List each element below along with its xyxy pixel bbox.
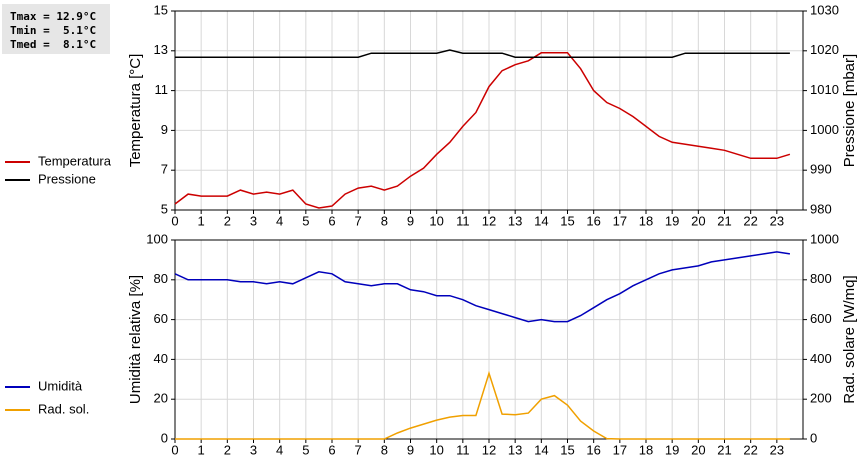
y-tick-label: 15: [154, 2, 168, 17]
y-tick-label: 11: [155, 82, 169, 97]
y-tick-label: 40: [154, 351, 168, 366]
x-tick-label: 3: [250, 442, 257, 457]
y2-tick-label: 990: [810, 162, 832, 177]
x-tick-label: 10: [429, 213, 443, 228]
x-tick-label: 17: [613, 442, 627, 457]
x-tick-label: 7: [355, 442, 362, 457]
y2-tick-label: 400: [810, 351, 832, 366]
y2-tick-label: 1010: [810, 82, 839, 97]
x-tick-label: 2: [224, 213, 231, 228]
x-tick-label: 0: [171, 213, 178, 228]
legend-label: Rad. sol.: [38, 401, 89, 416]
data-line: [175, 370, 790, 440]
x-tick-label: 14: [534, 442, 548, 457]
x-tick-label: 10: [429, 442, 443, 457]
x-tick-label: 5: [302, 213, 309, 228]
y-tick-label: 9: [161, 122, 168, 137]
x-tick-label: 6: [328, 213, 335, 228]
x-tick-label: 2: [224, 442, 231, 457]
stats-box: [2, 4, 110, 54]
y2-tick-label: 800: [810, 271, 832, 286]
legend-label: Umidità: [38, 378, 83, 393]
x-tick-label: 4: [276, 442, 283, 457]
x-tick-label: 9: [407, 213, 414, 228]
x-tick-label: 23: [770, 213, 784, 228]
y-tick-label: 100: [146, 231, 168, 246]
plot-frame: [174, 239, 804, 440]
x-tick-label: 22: [743, 213, 757, 228]
x-tick-label: 19: [665, 442, 679, 457]
stat-tmax: Tmax = 12.9°C: [10, 10, 96, 23]
x-tick-label: 19: [665, 213, 679, 228]
data-line: [174, 251, 791, 323]
x-tick-label: 16: [586, 213, 600, 228]
x-tick-label: 13: [508, 213, 522, 228]
x-tick-label: 4: [276, 213, 283, 228]
x-tick-label: 8: [381, 442, 388, 457]
data-line: [175, 49, 790, 58]
x-tick-label: 9: [407, 442, 414, 457]
x-tick-label: 12: [482, 213, 496, 228]
x-tick-label: 7: [355, 213, 362, 228]
y-axis-label: Umidità relativa [%]: [127, 275, 144, 404]
y-tick-label: 5: [161, 201, 168, 216]
data-line: [174, 52, 791, 209]
y2-tick-label: 200: [810, 391, 832, 406]
x-tick-label: 5: [302, 442, 309, 457]
x-tick-label: 22: [743, 442, 757, 457]
x-tick-label: 21: [717, 213, 731, 228]
y-tick-label: 20: [154, 391, 168, 406]
y-tick-label: 13: [154, 42, 168, 57]
x-tick-label: 17: [613, 213, 627, 228]
x-tick-label: 15: [560, 213, 574, 228]
y-axis-label: Temperatura [°C]: [127, 54, 144, 168]
legend-label: Pressione: [38, 171, 96, 186]
x-tick-label: 23: [770, 442, 784, 457]
x-tick-label: 12: [482, 442, 496, 457]
y2-tick-label: 980: [810, 201, 832, 216]
y-tick-label: 80: [154, 271, 168, 286]
x-tick-label: 0: [171, 442, 178, 457]
y2-tick-label: 1020: [810, 42, 839, 57]
x-tick-label: 15: [560, 442, 574, 457]
y2-tick-label: 1030: [810, 2, 839, 17]
x-tick-label: 6: [328, 442, 335, 457]
y2-tick-label: 1000: [810, 122, 839, 137]
plot-frame: [174, 10, 804, 211]
x-tick-label: 1: [198, 442, 205, 457]
x-tick-label: 18: [639, 442, 653, 457]
y-tick-label: 0: [161, 430, 168, 445]
y2-axis-label: Pressione [mbar]: [841, 54, 858, 167]
y-tick-label: 60: [154, 311, 168, 326]
x-tick-label: 18: [639, 213, 653, 228]
x-tick-label: 3: [250, 213, 257, 228]
y2-tick-label: 0: [810, 430, 817, 445]
stat-tmed: Tmed = 8.1°C: [10, 38, 96, 51]
y2-tick-label: 1000: [810, 231, 839, 246]
stat-tmin: Tmin = 5.1°C: [10, 24, 96, 37]
x-tick-label: 14: [534, 213, 548, 228]
x-tick-label: 20: [691, 213, 705, 228]
x-tick-label: 20: [691, 442, 705, 457]
x-tick-label: 11: [456, 442, 470, 457]
y2-tick-label: 600: [810, 311, 832, 326]
y-tick-label: 7: [161, 162, 168, 177]
x-tick-label: 1: [198, 213, 205, 228]
x-tick-label: 8: [381, 213, 388, 228]
x-tick-label: 16: [586, 442, 600, 457]
x-tick-label: 11: [456, 213, 470, 228]
legend-label: Temperatura: [38, 153, 112, 168]
y2-axis-label: Rad. solare [W/mq]: [841, 275, 858, 403]
x-tick-label: 13: [508, 442, 522, 457]
x-tick-label: 21: [717, 442, 731, 457]
